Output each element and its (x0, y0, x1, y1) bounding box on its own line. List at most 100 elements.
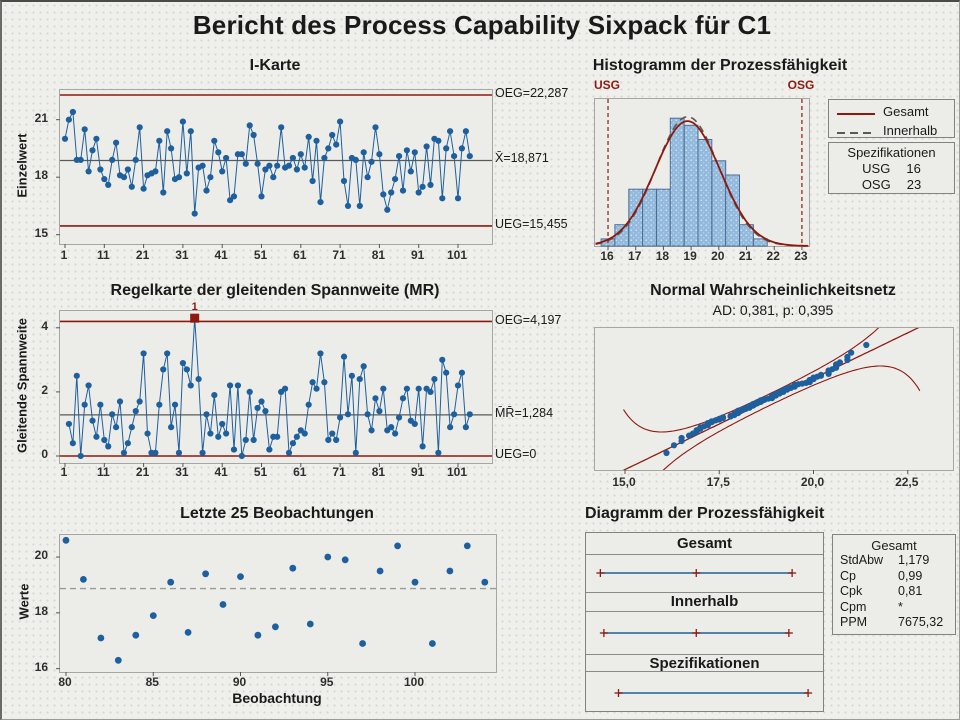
data-point (238, 151, 245, 158)
data-point (187, 128, 194, 135)
data-point (219, 168, 226, 175)
panel-last25[interactable]: Letzte 25 Beobachtungen Werte 16 18 20 80 8… (2, 497, 587, 719)
tick-label: 22,5 (895, 475, 919, 489)
data-point (309, 379, 316, 386)
tick-label: 61 (293, 248, 307, 262)
data-point (341, 556, 349, 564)
data-point (340, 353, 348, 360)
usg-label: USG (862, 161, 891, 176)
tick-label: 95 (320, 675, 334, 689)
data-point (203, 411, 210, 418)
data-point (360, 149, 367, 156)
data-point (246, 388, 253, 395)
panel-capability[interactable]: Diagramm der Prozessfähigkeit Gesamt Inn… (562, 497, 959, 719)
spec-row-usg: USG 16 (829, 161, 954, 177)
data-point (156, 401, 163, 408)
data-point (164, 350, 171, 357)
mr-chart-mean-label: M̄R̄=1,284 (495, 406, 554, 420)
data-point (262, 166, 269, 173)
data-point (250, 131, 257, 139)
data-point (285, 162, 293, 169)
osg-value: 23 (906, 177, 922, 192)
data-point (113, 139, 120, 146)
data-point (376, 408, 383, 415)
tick-label: 51 (253, 248, 268, 262)
panel-mr-chart[interactable]: Regelkarte der gleitenden Spannweite (MR… (2, 274, 587, 479)
data-point (61, 135, 69, 142)
tick-label: 71 (332, 248, 346, 262)
data-point (160, 366, 167, 373)
data-point (333, 141, 340, 148)
data-point (175, 174, 183, 181)
data-point (156, 137, 163, 144)
data-point (112, 424, 120, 431)
data-point (848, 349, 855, 356)
mr-chart-plot-area: 1 (56, 301, 493, 467)
data-point (73, 372, 80, 379)
data-point (392, 430, 399, 437)
data-point (184, 629, 192, 636)
data-point (435, 137, 442, 144)
panel-i-chart[interactable]: I-Karte Einzelwert OEG=22,287 X̄=18,871 … (2, 52, 587, 267)
data-point (93, 433, 100, 440)
data-point (89, 147, 96, 154)
data-point (266, 162, 273, 169)
stat-row-stdabw: StdAbw 1,179 (840, 553, 930, 567)
data-point (321, 379, 328, 386)
tick-label: 90 (232, 675, 247, 689)
panel-histogram[interactable]: Histogramm der Prozessfähigkeit USG OSG … (557, 52, 959, 267)
data-point (429, 640, 436, 647)
i-chart-plot-area (56, 89, 493, 248)
data-point (836, 359, 843, 366)
tick-label: 11 (96, 248, 110, 262)
panel-prob-plot[interactable]: Normal Wahrscheinlichkeitsnetz AD: 0,381… (562, 274, 959, 489)
stat-row-ppm: PPM 7675,32 (840, 615, 944, 629)
within-line-sample (837, 126, 875, 136)
data-point (443, 145, 450, 152)
tick-label: 15 (34, 225, 48, 240)
tick-label: 101 (446, 248, 468, 262)
tick-label: 91 (411, 465, 425, 479)
mr-chart-lcl-label: UEG=0 (495, 447, 537, 461)
data-point (89, 417, 96, 424)
data-point (81, 401, 88, 408)
data-point (250, 436, 257, 444)
tick-label: 0 (41, 446, 48, 461)
data-point (293, 166, 300, 173)
data-point (132, 408, 139, 415)
capability-section-specs: Spezifikationen (649, 655, 760, 672)
data-point (325, 436, 332, 444)
data-point (266, 446, 273, 453)
data-point (128, 424, 135, 431)
data-point (85, 382, 92, 389)
data-point (289, 564, 297, 572)
prob-plot-subtitle: AD: 0,381, p: 0,395 (712, 302, 834, 318)
data-point (407, 168, 414, 175)
data-point (439, 356, 446, 363)
usg-line-label: USG (593, 78, 620, 92)
data-point (120, 174, 128, 181)
overall-line-sample (837, 107, 875, 117)
tick-label: 41 (214, 248, 228, 262)
data-point (69, 440, 76, 447)
tick-label: 19 (683, 249, 697, 263)
data-point (427, 181, 434, 188)
tick-label: 21 (135, 248, 150, 262)
last25-title: Letzte 25 Beobachtungen (180, 505, 374, 522)
data-point (443, 369, 450, 376)
mr-chart-ucl-label: OEG=4,197 (495, 313, 562, 327)
legend-row-overall: Gesamt (829, 102, 954, 121)
data-point (411, 420, 418, 428)
last25-plot-area (56, 534, 497, 676)
stat-row-cp: Cp 0,99 (840, 568, 923, 583)
data-point (140, 185, 147, 192)
data-point (451, 153, 458, 160)
spec-box: Spezifikationen USG 16 OSG 23 (828, 142, 955, 194)
tick-label: 81 (371, 465, 386, 479)
data-point (376, 151, 383, 158)
data-point (458, 145, 465, 152)
data-point (223, 154, 230, 162)
data-point (195, 375, 202, 383)
data-point (380, 191, 387, 198)
data-point (340, 177, 348, 185)
